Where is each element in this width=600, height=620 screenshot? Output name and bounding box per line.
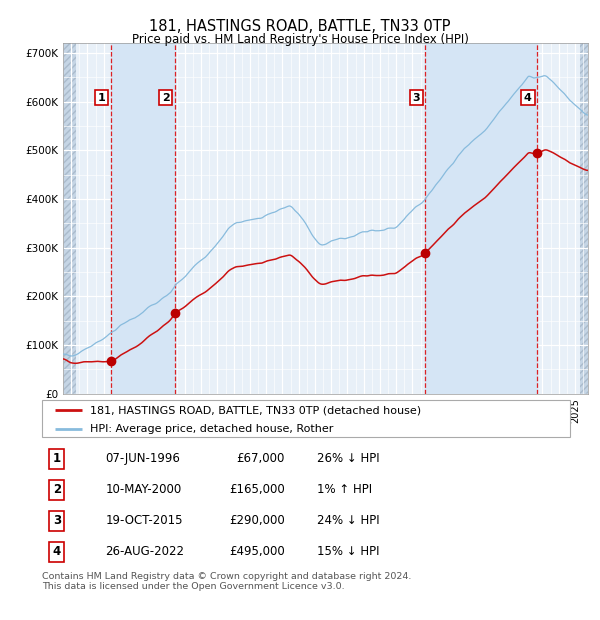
Text: 10-MAY-2000: 10-MAY-2000 bbox=[106, 484, 182, 496]
Text: 26% ↓ HPI: 26% ↓ HPI bbox=[317, 453, 379, 465]
Text: 1% ↑ HPI: 1% ↑ HPI bbox=[317, 484, 371, 496]
Text: £67,000: £67,000 bbox=[236, 453, 285, 465]
Text: 19-OCT-2015: 19-OCT-2015 bbox=[106, 515, 183, 527]
Text: 15% ↓ HPI: 15% ↓ HPI bbox=[317, 546, 379, 558]
Text: Price paid vs. HM Land Registry's House Price Index (HPI): Price paid vs. HM Land Registry's House … bbox=[131, 33, 469, 46]
Bar bbox=[63, 43, 76, 394]
Text: HPI: Average price, detached house, Rother: HPI: Average price, detached house, Roth… bbox=[89, 424, 333, 434]
Text: 1: 1 bbox=[53, 453, 61, 465]
Text: 4: 4 bbox=[53, 546, 61, 558]
Text: £290,000: £290,000 bbox=[229, 515, 285, 527]
Text: Contains HM Land Registry data © Crown copyright and database right 2024.
This d: Contains HM Land Registry data © Crown c… bbox=[42, 572, 412, 591]
Text: 181, HASTINGS ROAD, BATTLE, TN33 0TP: 181, HASTINGS ROAD, BATTLE, TN33 0TP bbox=[149, 19, 451, 33]
Text: 1: 1 bbox=[98, 93, 106, 103]
FancyBboxPatch shape bbox=[42, 400, 570, 437]
Text: 181, HASTINGS ROAD, BATTLE, TN33 0TP (detached house): 181, HASTINGS ROAD, BATTLE, TN33 0TP (de… bbox=[89, 405, 421, 415]
Text: 24% ↓ HPI: 24% ↓ HPI bbox=[317, 515, 379, 527]
Text: 2: 2 bbox=[161, 93, 169, 103]
Text: 3: 3 bbox=[413, 93, 421, 103]
Text: 4: 4 bbox=[524, 93, 532, 103]
Bar bbox=[580, 43, 588, 394]
Bar bbox=[111, 43, 175, 394]
Text: £495,000: £495,000 bbox=[229, 546, 285, 558]
Text: 2: 2 bbox=[53, 484, 61, 496]
Bar bbox=[425, 43, 537, 394]
Text: 26-AUG-2022: 26-AUG-2022 bbox=[106, 546, 184, 558]
Text: £165,000: £165,000 bbox=[229, 484, 285, 496]
Text: 3: 3 bbox=[53, 515, 61, 527]
Text: 07-JUN-1996: 07-JUN-1996 bbox=[106, 453, 180, 465]
